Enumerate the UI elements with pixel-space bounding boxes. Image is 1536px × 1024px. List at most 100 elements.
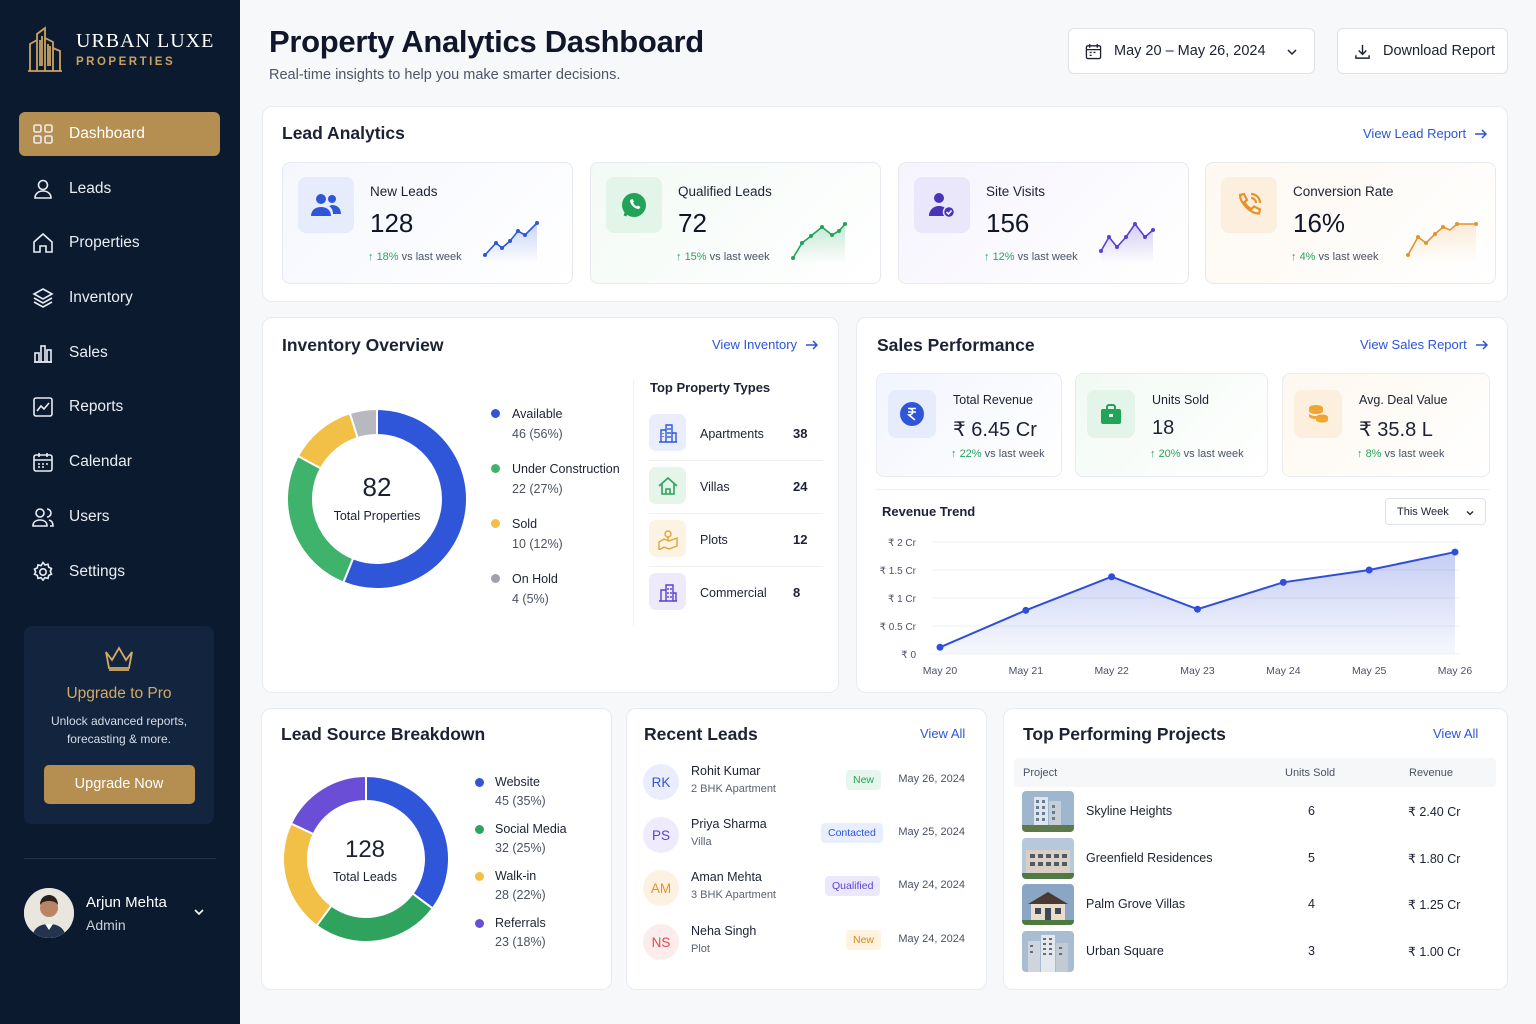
lead-type: Plot: [691, 943, 710, 955]
project-revenue: ₹ 1.00 Cr: [1408, 945, 1461, 959]
delta-text: vs last week: [1384, 448, 1445, 460]
sidebar-item-label: Properties: [69, 234, 140, 252]
sidebar-item-users[interactable]: Users: [19, 495, 220, 539]
brand-name: URBAN LUXE: [76, 30, 215, 52]
sidebar-item-properties[interactable]: Properties: [19, 221, 220, 265]
view-all-projects-link[interactable]: View All: [1433, 726, 1479, 741]
chevron-down-icon: [1466, 511, 1474, 516]
legend-dot: [491, 519, 500, 528]
property-type-row[interactable]: Commercial 8: [649, 567, 823, 620]
date-range-picker[interactable]: May 20 – May 26, 2024: [1068, 28, 1315, 74]
lead-avatar: NS: [643, 924, 679, 960]
sparkline: [791, 222, 847, 263]
kpi-total-revenue[interactable]: Total Revenue ₹ 6.45 Cr ↑ 22% vs last we…: [876, 373, 1062, 477]
commercial-icon: [649, 573, 686, 610]
brand-logo[interactable]: URBAN LUXE PROPERTIES: [26, 26, 214, 72]
project-name: Greenfield Residences: [1086, 851, 1213, 865]
kpi-units-sold[interactable]: Units Sold 18 ↑ 20% vs last week: [1075, 373, 1268, 477]
calendar-icon: [33, 453, 53, 472]
legend-value: 4 (5%): [512, 592, 549, 606]
property-type-row[interactable]: Plots 12: [649, 514, 823, 567]
delta-value: 18%: [376, 251, 399, 263]
y-tick-label: ₹ 1 Cr: [888, 594, 917, 605]
kpi-qualified-leads[interactable]: Qualified Leads 72 ↑ 15% vs last week: [590, 162, 881, 284]
sidebar-item-inventory[interactable]: Inventory: [19, 276, 220, 320]
area-fill: [940, 552, 1455, 654]
sidebar-item-label: Leads: [69, 179, 112, 197]
project-image: [1022, 791, 1074, 832]
kpi-site-visits[interactable]: Site Visits 156 ↑ 12% vs last week: [898, 162, 1189, 284]
delta-value: 20%: [1158, 448, 1181, 460]
legend-label: Referrals: [495, 916, 546, 930]
legend-value: 10 (12%): [512, 537, 563, 551]
delta-value: 15%: [684, 251, 707, 263]
kpi-new-leads[interactable]: New Leads 128 ↑ 18% vs last week: [282, 162, 573, 284]
legend-label: Sold: [512, 517, 538, 531]
view-all-leads-link[interactable]: View All: [920, 726, 966, 741]
download-label: Download Report: [1383, 43, 1496, 59]
project-units: 3: [1308, 944, 1315, 958]
chevron-down-icon[interactable]: [192, 905, 206, 919]
property-type-row[interactable]: Apartments 38: [649, 408, 823, 461]
sparkline: [1099, 222, 1155, 263]
table-row[interactable]: Skyline Heights 6 ₹ 2.40 Cr: [1022, 789, 1496, 835]
sparkline: [1406, 222, 1478, 263]
users-icon: [32, 508, 54, 527]
project-image: [1022, 838, 1074, 879]
list-item[interactable]: NS Neha Singh Plot New May 24, 2024: [643, 918, 973, 971]
table-row[interactable]: Urban Square 3 ₹ 1.00 Cr: [1022, 929, 1496, 975]
sidebar-item-settings[interactable]: Settings: [19, 550, 220, 594]
delta-text: vs last week: [984, 448, 1045, 460]
data-point: [1365, 566, 1373, 574]
property-type-label: Villas: [700, 480, 730, 494]
user-profile[interactable]: Arjun Mehta Admin: [24, 887, 216, 939]
building-logo-icon: [28, 26, 62, 72]
download-report-button[interactable]: Download Report: [1337, 28, 1508, 74]
status-badge: Contacted: [821, 823, 883, 843]
arrow-right-icon: [1475, 339, 1488, 350]
legend-label: Under Construction: [512, 462, 620, 476]
sidebar-item-sales[interactable]: Sales: [19, 331, 220, 375]
data-point: [1022, 606, 1030, 614]
sidebar-item-label: Inventory: [69, 289, 133, 307]
y-tick-label: ₹ 2 Cr: [888, 538, 917, 549]
lead-name: Neha Singh: [691, 924, 757, 938]
brand-tagline: PROPERTIES: [76, 56, 176, 68]
user-name: Arjun Mehta: [86, 893, 167, 911]
table-row[interactable]: Palm Grove Villas 4 ₹ 1.25 Cr: [1022, 882, 1496, 928]
delta-text: vs last week: [401, 251, 462, 263]
sidebar-item-calendar[interactable]: Calendar: [19, 440, 220, 484]
plot-icon: [649, 520, 686, 557]
sales-title: Sales Performance: [877, 335, 1035, 355]
list-item[interactable]: AM Aman Mehta 3 BHK Apartment Qualified …: [643, 864, 973, 917]
list-item[interactable]: RK Rohit Kumar 2 BHK Apartment New May 2…: [643, 758, 973, 811]
sidebar-item-reports[interactable]: Reports: [19, 385, 220, 429]
period-select[interactable]: This Week: [1385, 498, 1486, 525]
x-tick-label: May 22: [1094, 665, 1129, 677]
property-type-row[interactable]: Villas 24: [649, 461, 823, 514]
kpi-label: Total Revenue: [953, 393, 1033, 407]
sidebar-item-leads[interactable]: Leads: [19, 167, 220, 211]
table-row[interactable]: Greenfield Residences 5 ₹ 1.80 Cr: [1022, 836, 1496, 882]
kpi-avg-deal-value[interactable]: Avg. Deal Value ₹ 35.8 L ↑ 8% vs last we…: [1282, 373, 1490, 477]
view-lead-report-link[interactable]: View Lead Report: [1363, 126, 1488, 141]
bar-chart-icon: [34, 344, 52, 363]
lead-source-donut-chart: [283, 775, 449, 943]
calendar-icon: [1085, 43, 1102, 59]
upgrade-now-button[interactable]: Upgrade Now: [43, 765, 195, 804]
sidebar: URBAN LUXE PROPERTIES Dashboard Leads Pr…: [0, 0, 240, 1024]
project-revenue: ₹ 2.40 Cr: [1408, 805, 1461, 819]
view-sales-report-link[interactable]: View Sales Report: [1360, 337, 1489, 352]
x-tick-label: May 21: [1009, 665, 1044, 677]
view-inventory-link[interactable]: View Inventory: [712, 337, 819, 352]
lead-avatar: AM: [643, 870, 679, 906]
sidebar-item-dashboard[interactable]: Dashboard: [19, 112, 220, 156]
donut-segment: [296, 411, 359, 470]
kpi-conversion-rate[interactable]: Conversion Rate 16% ↑ 4% vs last week: [1205, 162, 1496, 284]
link-label: View Lead Report: [1363, 126, 1467, 141]
link-label: View Inventory: [712, 337, 798, 352]
upgrade-card: Upgrade to Pro Unlock advanced reports, f…: [24, 626, 214, 824]
legend-label: Social Media: [495, 822, 567, 836]
y-tick-label: ₹ 0.5 Cr: [880, 622, 917, 633]
list-item[interactable]: PS Priya Sharma Villa Contacted May 25, …: [643, 811, 973, 864]
